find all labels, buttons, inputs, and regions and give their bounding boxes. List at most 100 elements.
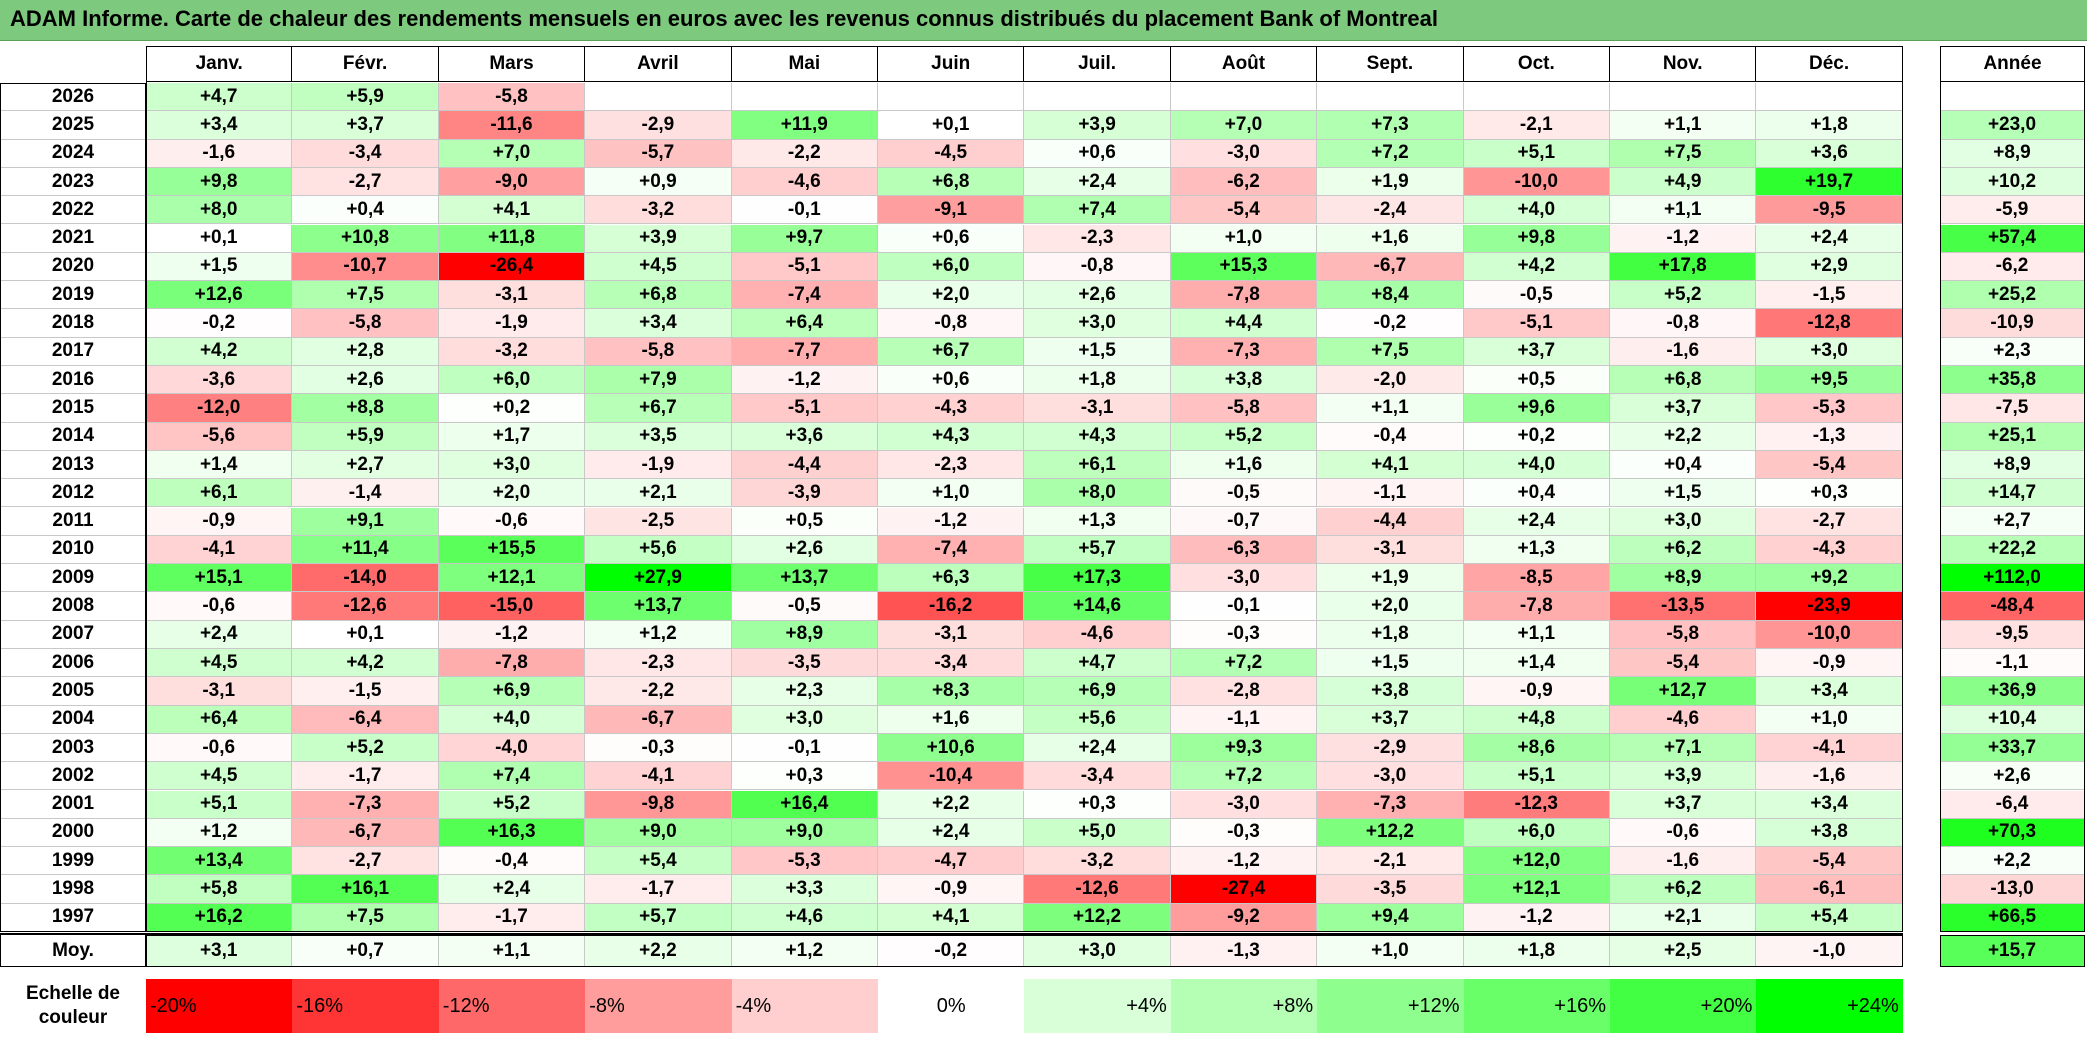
heatmap-cell: +0,1 xyxy=(878,111,1025,140)
average-cell: -0,2 xyxy=(878,935,1025,967)
heatmap-cell: +3,7 xyxy=(1317,705,1464,734)
heatmap-cell: +3,9 xyxy=(585,224,732,253)
heatmap-cell: +8,3 xyxy=(878,677,1025,706)
heatmap-cell: +3,8 xyxy=(1170,366,1318,395)
annual-cell: +2,2 xyxy=(1940,847,2085,876)
heatmap-cell: -1,6 xyxy=(146,139,293,168)
scale-swatch: +8% xyxy=(1170,979,1318,1033)
heatmap-cell: -1,9 xyxy=(585,450,732,480)
heatmap-cell: -9,5 xyxy=(1756,196,1903,225)
heatmap-cell: -3,2 xyxy=(438,337,586,366)
heatmap-cell: +5,1 xyxy=(1463,139,1610,168)
month-header: Sept. xyxy=(1317,46,1464,82)
heatmap-cell: -5,1 xyxy=(1463,309,1610,338)
heatmap-cell: +0,6 xyxy=(1024,139,1171,168)
heatmap-cell: -10,0 xyxy=(1463,167,1610,197)
heatmap-cell: +0,6 xyxy=(878,366,1025,395)
heatmap-cell: +1,5 xyxy=(1317,649,1464,678)
annual-cell: +2,7 xyxy=(1940,507,2085,536)
heatmap-cell: +7,9 xyxy=(585,366,732,395)
heatmap-cell: +4,6 xyxy=(731,903,878,932)
heatmap-cell: -0,4 xyxy=(1317,422,1464,451)
heatmap-cell: -6,7 xyxy=(1317,252,1464,282)
heatmap-cell: -4,1 xyxy=(146,535,293,565)
heatmap-cell: -5,8 xyxy=(585,337,732,366)
heatmap-cell: -4,3 xyxy=(878,394,1025,423)
heatmap-cell: +4,0 xyxy=(438,705,586,734)
heatmap-cell: +5,4 xyxy=(1756,903,1903,932)
heatmap-cell: -12,6 xyxy=(292,592,439,621)
heatmap-cell: +0,4 xyxy=(292,196,439,225)
heatmap-cell: +4,8 xyxy=(1463,705,1610,734)
heatmap-cell: +5,7 xyxy=(585,903,732,932)
heatmap-cell: -0,7 xyxy=(1170,507,1318,536)
year-label: 2013 xyxy=(0,450,146,480)
year-label: 2019 xyxy=(0,281,146,310)
heatmap-cell: +5,0 xyxy=(1024,818,1171,848)
heatmap-cell: -0,6 xyxy=(146,592,293,621)
heatmap-cell: +1,1 xyxy=(1463,620,1610,649)
heatmap-cell: -2,3 xyxy=(585,649,732,678)
heatmap-cell: +5,6 xyxy=(585,535,732,565)
average-cell: -1,0 xyxy=(1756,935,1903,967)
heatmap-cell: +1,0 xyxy=(1170,224,1318,253)
heatmap-cell: +2,1 xyxy=(585,479,732,508)
chart-title: ADAM Informe. Carte de chaleur des rende… xyxy=(10,6,1438,31)
heatmap-cell: +4,1 xyxy=(878,903,1025,932)
year-label: 2006 xyxy=(0,649,146,678)
heatmap-cell: -1,2 xyxy=(731,366,878,395)
heatmap-cell: +13,4 xyxy=(146,847,293,876)
average-cell: +0,7 xyxy=(292,935,439,967)
heatmap-cell: +6,3 xyxy=(878,564,1025,593)
heatmap-cell: -1,2 xyxy=(1463,903,1610,932)
heatmap-cell: -0,1 xyxy=(731,196,878,225)
heatmap-cell: -23,9 xyxy=(1756,592,1903,621)
heatmap-cell: +13,7 xyxy=(731,564,878,593)
heatmap-cell: -5,4 xyxy=(1170,196,1318,225)
heatmap-cell: +3,6 xyxy=(731,422,878,451)
year-label: 2012 xyxy=(0,479,146,508)
heatmap-cell: +1,1 xyxy=(1317,394,1464,423)
heatmap-cell: +1,6 xyxy=(1170,450,1318,480)
heatmap-cell: +3,4 xyxy=(585,309,732,338)
heatmap-cell: -2,4 xyxy=(1317,196,1464,225)
month-header: Juil. xyxy=(1024,46,1171,82)
heatmap-cell: +12,6 xyxy=(146,281,293,310)
heatmap-cell: -9,0 xyxy=(438,167,586,197)
heatmap-cell: -3,4 xyxy=(878,649,1025,678)
heatmap-cell: +5,4 xyxy=(585,847,732,876)
heatmap-cell: +3,0 xyxy=(731,705,878,734)
heatmap-cell: +10,6 xyxy=(878,733,1025,763)
heatmap-cell: +1,1 xyxy=(1610,111,1757,140)
year-label: 2009 xyxy=(0,564,146,593)
heatmap-cell: -2,0 xyxy=(1317,366,1464,395)
heatmap-cell: +3,0 xyxy=(1610,507,1757,536)
scale-swatch: +20% xyxy=(1610,979,1757,1033)
heatmap-cell: -26,4 xyxy=(438,252,586,282)
annual-cell: +35,8 xyxy=(1940,366,2085,395)
heatmap-cell: -0,1 xyxy=(1170,592,1318,621)
heatmap-cell: +1,8 xyxy=(1756,111,1903,140)
heatmap-cell: +2,4 xyxy=(878,818,1025,848)
heatmap-cell: +0,6 xyxy=(878,224,1025,253)
heatmap-cell: +1,1 xyxy=(1610,196,1757,225)
heatmap-cell: +7,5 xyxy=(292,281,439,310)
heatmap-cell: +1,2 xyxy=(146,818,293,848)
annual-cell: +36,9 xyxy=(1940,677,2085,706)
heatmap-cell: +2,6 xyxy=(1024,281,1171,310)
heatmap-cell: +5,8 xyxy=(146,875,293,904)
heatmap-cell: -1,2 xyxy=(878,507,1025,536)
scale-swatch: +24% xyxy=(1756,979,1903,1033)
annual-cell: +10,2 xyxy=(1940,167,2085,197)
heatmap-cell: -0,9 xyxy=(878,875,1025,904)
heatmap-cell: -2,1 xyxy=(1463,111,1610,140)
heatmap-cell: +6,0 xyxy=(438,366,586,395)
heatmap-cell: -4,4 xyxy=(1317,507,1464,536)
month-header: Juin xyxy=(878,46,1025,82)
heatmap-cell: +7,3 xyxy=(1317,111,1464,140)
heatmap-cell: +2,2 xyxy=(1610,422,1757,451)
heatmap-cell: +8,8 xyxy=(292,394,439,423)
heatmap-cell: +1,2 xyxy=(585,620,732,649)
heatmap-cell: -0,2 xyxy=(1317,309,1464,338)
heatmap-cell: +1,9 xyxy=(1317,167,1464,197)
